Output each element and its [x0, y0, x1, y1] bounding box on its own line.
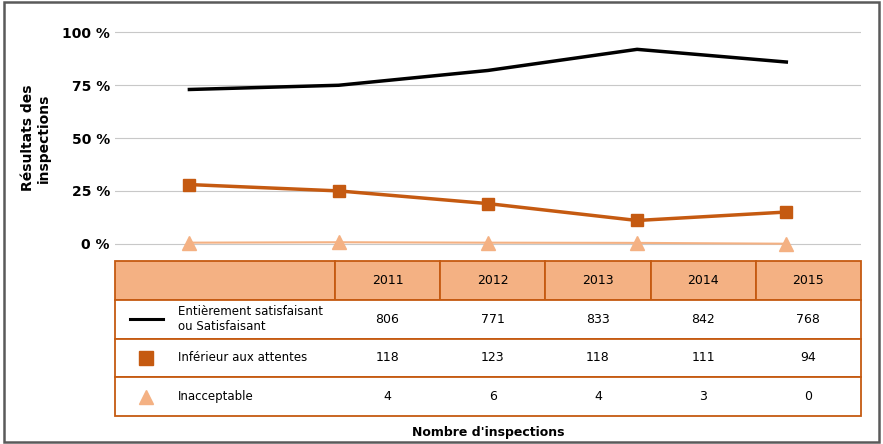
Text: 118: 118	[375, 352, 399, 365]
Bar	[440, 261, 546, 300]
Text: 2013: 2013	[582, 274, 614, 286]
Text: 833: 833	[586, 313, 610, 325]
Bar	[335, 261, 440, 300]
Text: 2011: 2011	[372, 274, 404, 286]
Bar	[756, 261, 861, 300]
Text: Inacceptable: Inacceptable	[178, 390, 254, 404]
Text: Nombre d'inspections: Nombre d'inspections	[411, 426, 564, 439]
Text: 4: 4	[594, 390, 602, 404]
Text: 2015: 2015	[792, 274, 824, 286]
Text: 6: 6	[489, 390, 496, 404]
Y-axis label: Résultats des
inspections: Résultats des inspections	[20, 85, 51, 191]
Text: 4: 4	[383, 390, 391, 404]
Text: 3: 3	[699, 390, 707, 404]
Bar	[546, 261, 651, 300]
Text: 123: 123	[481, 352, 504, 365]
Text: 2014: 2014	[687, 274, 719, 286]
Text: Inférieur aux attentes: Inférieur aux attentes	[178, 352, 307, 365]
Bar	[115, 338, 861, 377]
Bar	[115, 261, 335, 300]
Text: 768: 768	[796, 313, 820, 325]
Text: 842: 842	[691, 313, 715, 325]
Text: 771: 771	[480, 313, 505, 325]
Text: 118: 118	[586, 352, 610, 365]
Bar	[651, 261, 756, 300]
Text: 111: 111	[691, 352, 715, 365]
Text: 806: 806	[375, 313, 399, 325]
Bar	[115, 300, 861, 338]
Text: 2012: 2012	[477, 274, 509, 286]
Bar	[115, 377, 861, 416]
Text: Entièrement satisfaisant
ou Satisfaisant: Entièrement satisfaisant ou Satisfaisant	[178, 305, 323, 333]
Text: 0: 0	[804, 390, 812, 404]
Text: 94: 94	[801, 352, 816, 365]
